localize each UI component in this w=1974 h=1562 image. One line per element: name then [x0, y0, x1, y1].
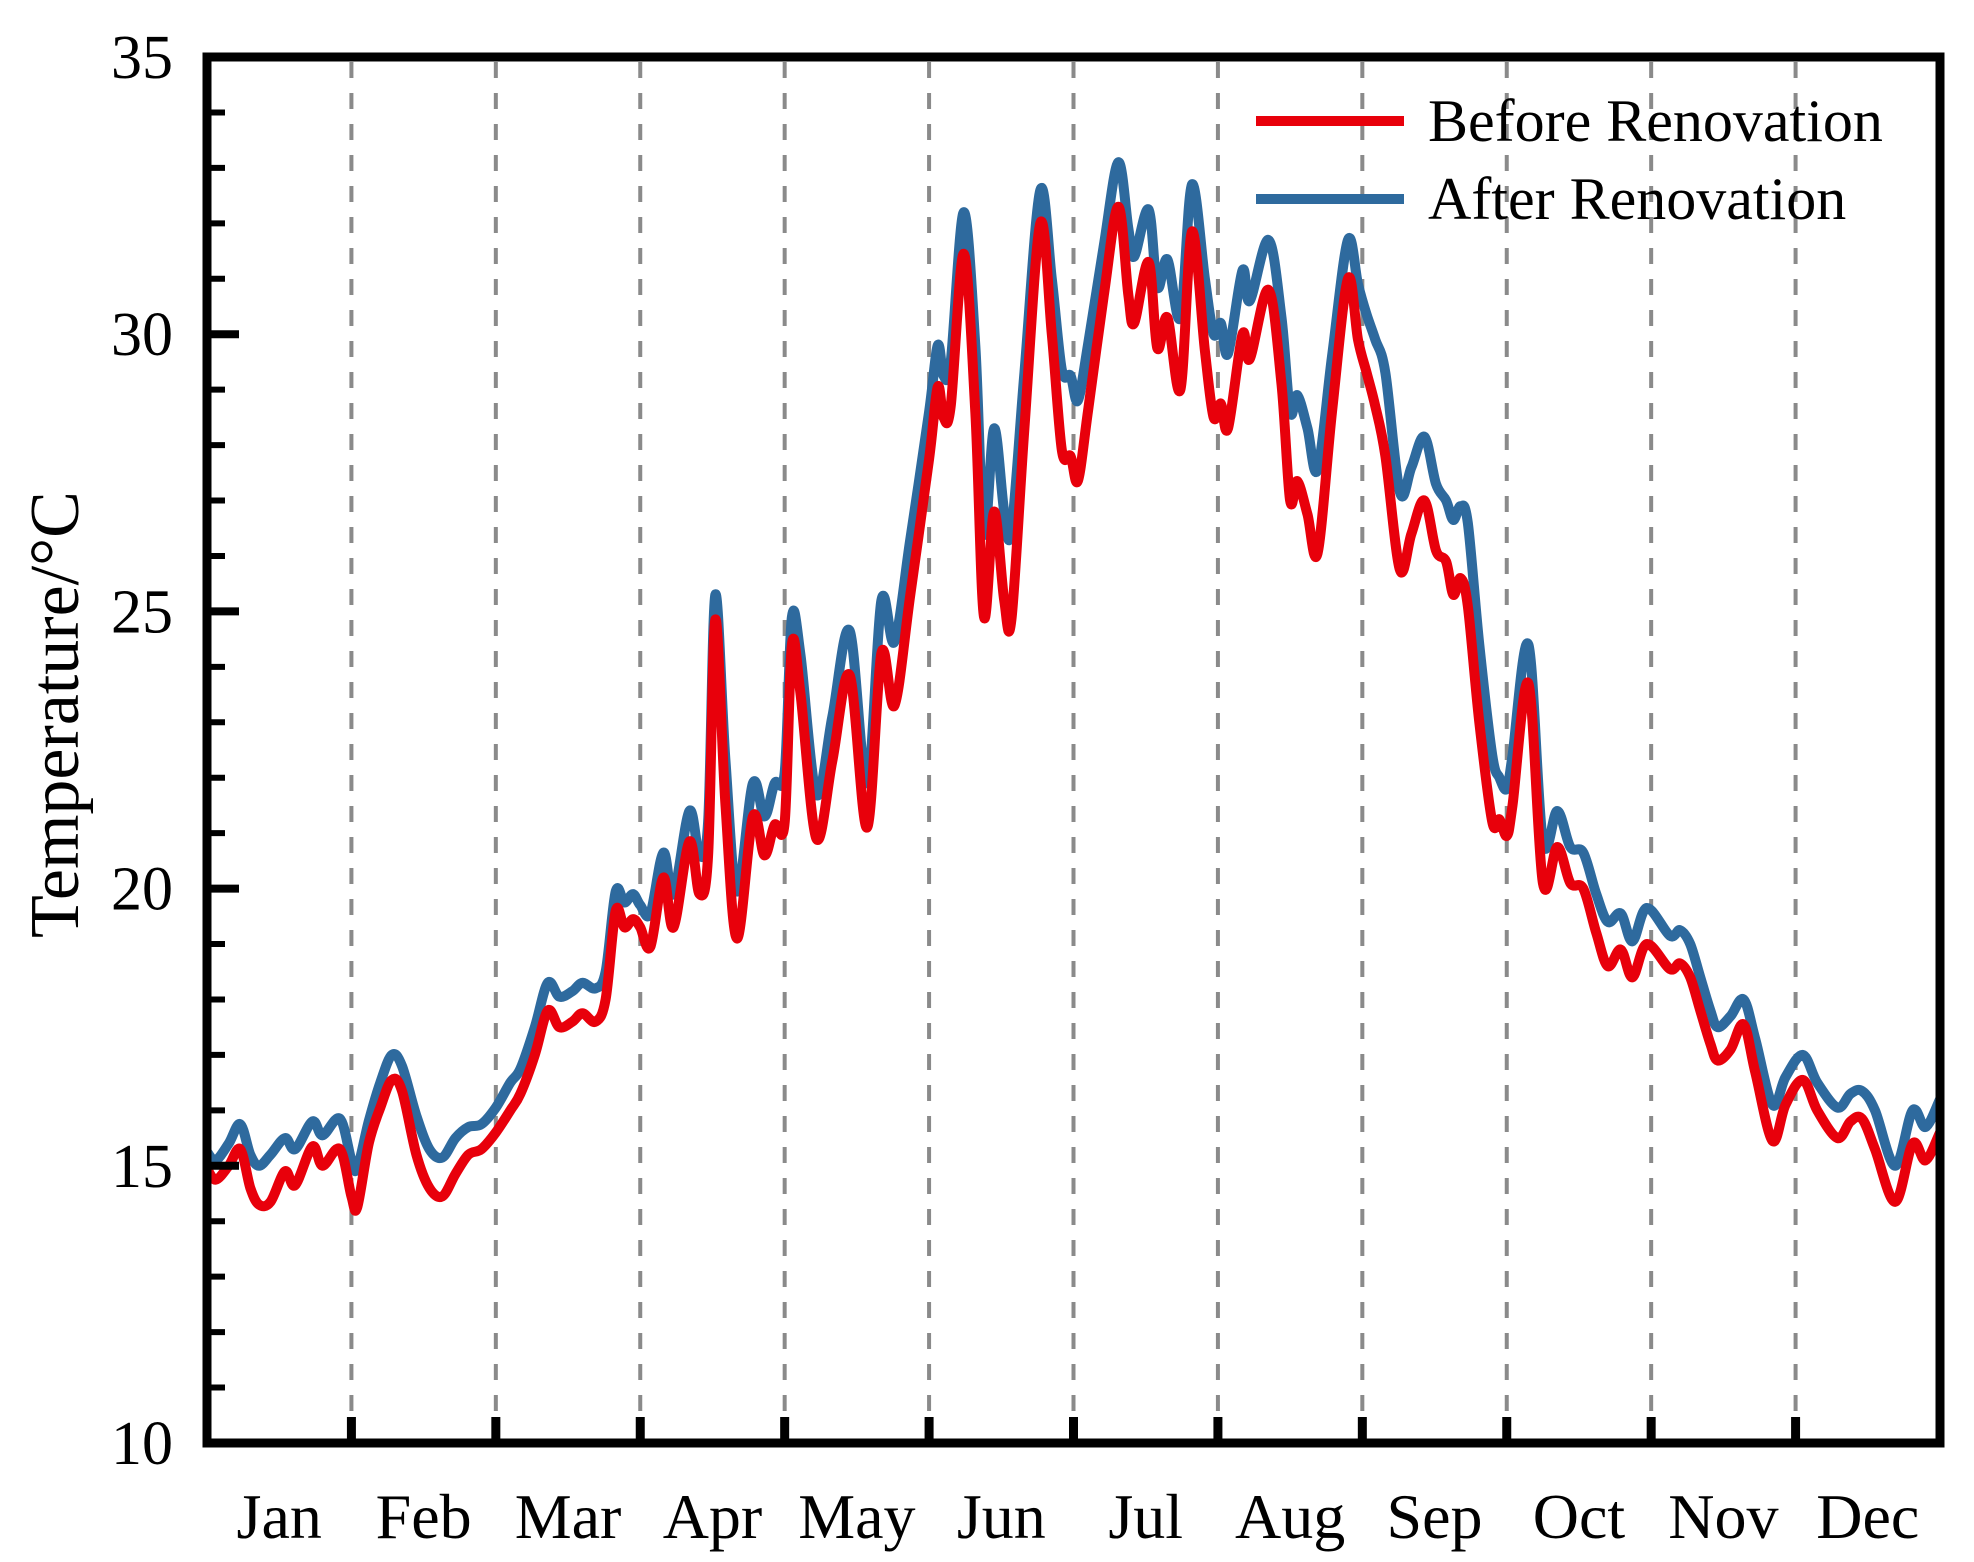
legend-line-after-swatch — [1256, 194, 1404, 204]
y-tick-label-20: 20 — [111, 856, 173, 924]
legend-label-before: Before Renovation — [1428, 87, 1883, 154]
legend-line-before-swatch — [1256, 116, 1404, 126]
x-month-label-oct: Oct — [1533, 1481, 1626, 1552]
legend-item-before: Before Renovation — [1256, 82, 1883, 160]
x-month-label-feb: Feb — [376, 1481, 472, 1552]
y-tick-label-30: 30 — [111, 301, 173, 369]
legend: Before Renovation After Renovation — [1256, 82, 1883, 238]
x-month-label-nov: Nov — [1668, 1481, 1778, 1552]
y-tick-label-10: 10 — [111, 1410, 173, 1478]
series-line-before-renovation — [207, 201, 1940, 1216]
x-month-label-dec: Dec — [1816, 1481, 1919, 1552]
x-month-label-may: May — [798, 1481, 915, 1552]
x-month-label-mar: Mar — [515, 1481, 622, 1552]
x-month-label-sep: Sep — [1387, 1481, 1483, 1552]
legend-label-after: After Renovation — [1428, 165, 1847, 232]
x-month-label-jun: Jun — [957, 1481, 1046, 1552]
y-tick-label-35: 35 — [111, 24, 173, 92]
x-month-label-jul: Jul — [1108, 1481, 1183, 1552]
x-month-label-aug: Aug — [1235, 1481, 1345, 1552]
y-tick-label-15: 15 — [111, 1133, 173, 1201]
y-axis-label: Temperature/°C — [17, 491, 94, 938]
legend-item-after: After Renovation — [1256, 160, 1883, 238]
y-tick-label-25: 25 — [111, 578, 173, 646]
x-month-label-apr: Apr — [663, 1481, 763, 1552]
x-month-label-jan: Jan — [237, 1481, 322, 1552]
